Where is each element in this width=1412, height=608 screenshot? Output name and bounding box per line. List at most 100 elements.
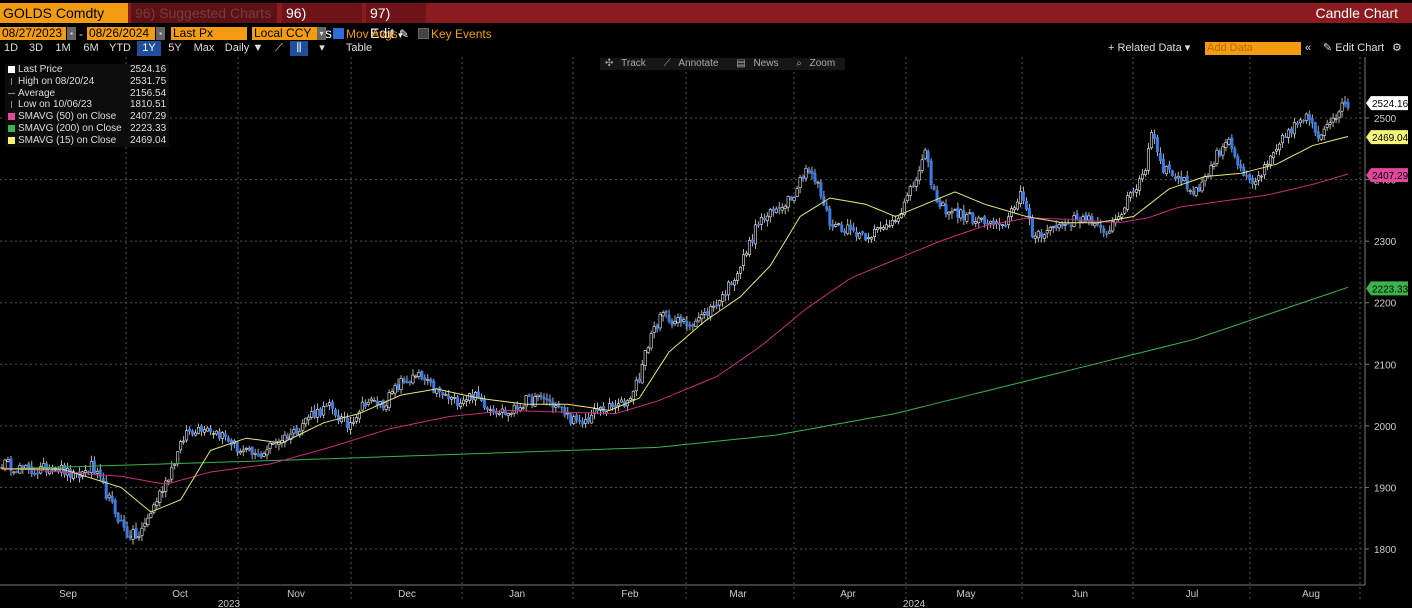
candle-body [852, 227, 856, 231]
field-select[interactable]: Last Px [171, 27, 247, 40]
mov-avgs-checkbox[interactable] [333, 28, 344, 39]
gear-icon[interactable]: ⚙ [1392, 42, 1402, 54]
edit-label: 97) Edit [370, 5, 395, 41]
period-1m[interactable]: 1M [55, 42, 71, 54]
pencil-icon[interactable]: ✎ [399, 27, 410, 41]
period-3d[interactable]: 3D [28, 42, 44, 54]
edit-chart-button[interactable]: ✎ Edit Chart [1323, 41, 1384, 56]
candle-body [444, 393, 448, 396]
candle-body [616, 403, 620, 407]
candle-body [66, 467, 70, 476]
candle-body [864, 233, 868, 241]
candle-body [1257, 175, 1261, 181]
frequency-select[interactable]: Daily [224, 42, 250, 54]
candle-body [634, 379, 638, 392]
y-tick-label: 2300 [1374, 237, 1397, 248]
candle-body [771, 208, 775, 212]
candle-body [188, 428, 192, 432]
add-data-input[interactable]: Add Data [1205, 42, 1301, 55]
candle-body [896, 218, 900, 222]
edit-menu[interactable]: 97) Edit ▾ [366, 3, 426, 41]
candle-body [744, 252, 748, 256]
candle-body [1120, 214, 1124, 218]
average-marker-icon [8, 92, 15, 94]
candle-body [334, 409, 338, 416]
legend-name: SMAVG (50) on Close [18, 111, 117, 123]
candle-body [393, 385, 397, 394]
candle-body [473, 391, 477, 401]
period-1y[interactable]: 1Y [137, 41, 161, 56]
candle-body [715, 304, 719, 307]
candle-body [1236, 156, 1240, 166]
candle-body [301, 423, 305, 431]
line-chart-icon[interactable]: ⟋ [275, 42, 283, 54]
candle-body [1051, 226, 1055, 228]
calendar-icon[interactable]: ▪ [156, 27, 165, 40]
related-data-button[interactable]: + Related Data ▾ [1108, 42, 1191, 54]
chevron-down-icon[interactable]: ▾ [317, 27, 326, 40]
chart-legend: Last Price 2524.16 High on 08/20/24 2531.7… [5, 64, 169, 147]
candle-body [429, 378, 433, 383]
candle-body [194, 432, 198, 436]
candle-body [265, 449, 269, 456]
candle-body [661, 312, 665, 317]
annotate-tool[interactable]: ⟋ Annotate [663, 58, 719, 69]
end-date-input[interactable]: 08/26/2024 [87, 27, 155, 40]
ticker-input[interactable]: GOLDS Comdty [0, 3, 128, 23]
candle-body [956, 207, 960, 218]
candle-body [256, 454, 260, 456]
period-row: 1D 3D 1M 6M YTD 1Y 5Y Max Daily ▼ ⟋ ⫼ ▾ … [0, 41, 1412, 56]
legend-name: Low on 10/06/23 [18, 99, 92, 111]
candle-body [152, 504, 156, 513]
period-1d[interactable]: 1D [3, 42, 19, 54]
period-5y[interactable]: 5Y [168, 42, 182, 54]
suggested-charts-menu[interactable]: 96) Suggested Charts [131, 3, 277, 23]
candle-body [1310, 118, 1314, 124]
candle-body [313, 410, 317, 418]
candle-body [71, 471, 75, 479]
zoom-tool[interactable]: ⌕ Zoom [796, 58, 836, 69]
candle-body [354, 417, 358, 422]
candle-body [122, 519, 126, 528]
legend-name: SMAVG (15) on Close [18, 134, 117, 146]
period-max[interactable]: Max [193, 42, 215, 54]
candle-body [384, 405, 388, 410]
candle-body [765, 215, 769, 221]
candle-body [1292, 122, 1296, 135]
calendar-icon[interactable]: ▪ [67, 27, 76, 40]
table-button[interactable]: Table [345, 42, 373, 54]
candle-body [741, 254, 745, 266]
candle-body [170, 466, 174, 480]
candle-body [68, 469, 72, 478]
candle-body [724, 294, 728, 297]
chevron-down-icon[interactable]: ▾ [319, 42, 325, 54]
start-date-input[interactable]: 08/27/2023 [0, 27, 66, 40]
candle-body [220, 432, 224, 439]
candle-body [307, 416, 311, 421]
key-events-checkbox[interactable] [418, 28, 429, 39]
candle-body [453, 397, 457, 399]
candle-body [485, 407, 489, 410]
legend-row: Average 2156.54 [5, 88, 169, 100]
candle-body [217, 431, 221, 439]
candle-body [348, 422, 352, 430]
currency-select[interactable]: Local CCY [252, 27, 317, 40]
candle-body [468, 393, 472, 401]
candle-body [521, 407, 525, 409]
candle-chart-icon[interactable]: ⫼ [290, 41, 308, 56]
legend-value: 2156.54 [130, 87, 167, 99]
candle-body [527, 394, 531, 397]
candle-body [721, 294, 725, 302]
track-tool[interactable]: ✣ Track [605, 58, 646, 69]
collapse-icon[interactable]: « [1305, 42, 1312, 54]
news-tool[interactable]: ▤ News [736, 58, 779, 69]
candle-body [759, 217, 763, 225]
x-year-label: 2024 [903, 599, 926, 608]
candle-body [700, 314, 704, 320]
legend-value: 2524.16 [130, 64, 167, 75]
candle-body [244, 447, 248, 450]
period-ytd[interactable]: YTD [109, 42, 131, 54]
candle-body [1132, 190, 1136, 193]
period-6m[interactable]: 6M [83, 42, 99, 54]
